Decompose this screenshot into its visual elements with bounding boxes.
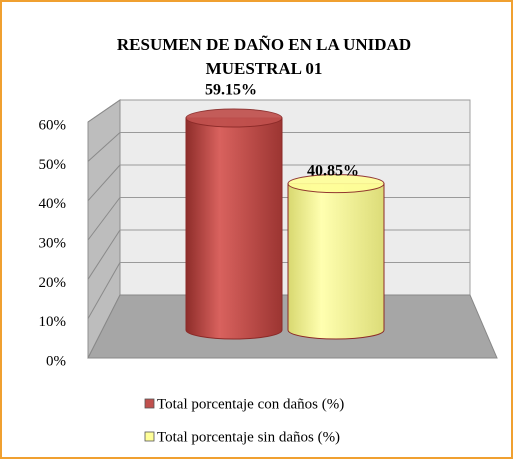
bar-top [287,174,385,194]
legend-swatch [144,398,155,409]
legend-swatch [144,431,155,442]
bar [185,117,283,340]
grid-line [87,197,121,241]
y-tick-label: 30% [39,235,67,251]
bar-top [185,108,283,128]
chart-title: RESUMEN DE DAÑO EN LA UNIDAD [117,35,411,54]
chart-title: MUESTRAL 01 [206,59,323,78]
legend-label: Total porcentaje sin daños (%) [157,429,340,445]
legend-label: Total porcentaje con daños (%) [157,396,344,412]
value-label: 59.15% [205,82,257,99]
grid-line [87,229,121,280]
y-tick-label: 60% [39,117,67,133]
y-tick-label: 40% [39,196,67,212]
bar [287,183,385,340]
grid-line [87,164,121,202]
grid-line [87,132,121,162]
grid-line [87,99,121,123]
y-tick-label: 20% [39,275,67,291]
value-label: 40.85% [307,162,359,179]
y-tick-label: 10% [39,314,67,330]
y-tick-label: 0% [46,353,66,369]
y-tick-label: 50% [39,157,67,173]
grid-line [87,262,121,319]
